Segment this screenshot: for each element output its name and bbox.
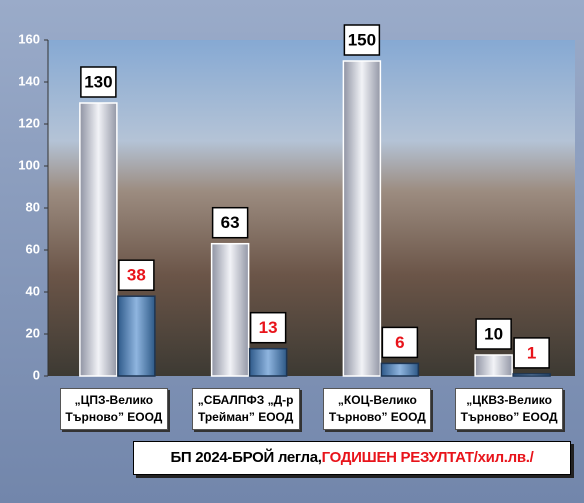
chart-frame: 0 20 40 60 80 100 120 140 160 130 38 63 13 150 6 10 1 БП… — [0, 0, 584, 503]
bar — [381, 363, 418, 376]
y-tick-label: 100 — [18, 157, 40, 172]
y-tick-label: 80 — [26, 199, 40, 214]
bar — [118, 296, 155, 376]
value-label: 1 — [527, 343, 536, 362]
bar — [343, 61, 380, 376]
bar — [80, 103, 117, 376]
y-tick-label: 140 — [18, 73, 40, 88]
bar — [250, 349, 287, 376]
y-tick-label: 120 — [18, 115, 40, 130]
x-tick-label: „СБАЛПФЗ „Д-р Трейман” ЕООД — [192, 388, 300, 430]
value-label: 130 — [84, 72, 112, 91]
value-label: 38 — [127, 266, 146, 285]
value-label: 13 — [259, 318, 278, 337]
value-label: 6 — [395, 333, 404, 352]
x-tick-label: „ЦКВЗ-Велико Търново” ЕООД — [455, 388, 563, 430]
y-tick-label: 20 — [26, 325, 40, 340]
y-tick-label: 160 — [18, 31, 40, 46]
legend-entry: ГОДИШЕН РЕЗУЛТАТ/хил.лв./ — [322, 449, 534, 466]
bar — [212, 244, 249, 376]
value-label: 63 — [221, 213, 240, 232]
y-tick-label: 0 — [33, 367, 40, 382]
bar — [513, 374, 550, 376]
value-label: 10 — [484, 324, 503, 343]
legend-entry: БП 2024-БРОЙ легла, — [170, 449, 321, 466]
value-label: 150 — [348, 30, 376, 49]
legend: БП 2024-БРОЙ легла,ГОДИШЕН РЕЗУЛТАТ/хил.… — [133, 441, 571, 475]
y-tick-label: 60 — [26, 241, 40, 256]
x-tick-label: „КОЦ-Велико Търново” ЕООД — [323, 388, 431, 430]
y-tick-label: 40 — [26, 283, 40, 298]
x-tick-label: „ЦПЗ-Велико Търново” ЕООД — [60, 388, 168, 430]
bar — [475, 355, 512, 376]
